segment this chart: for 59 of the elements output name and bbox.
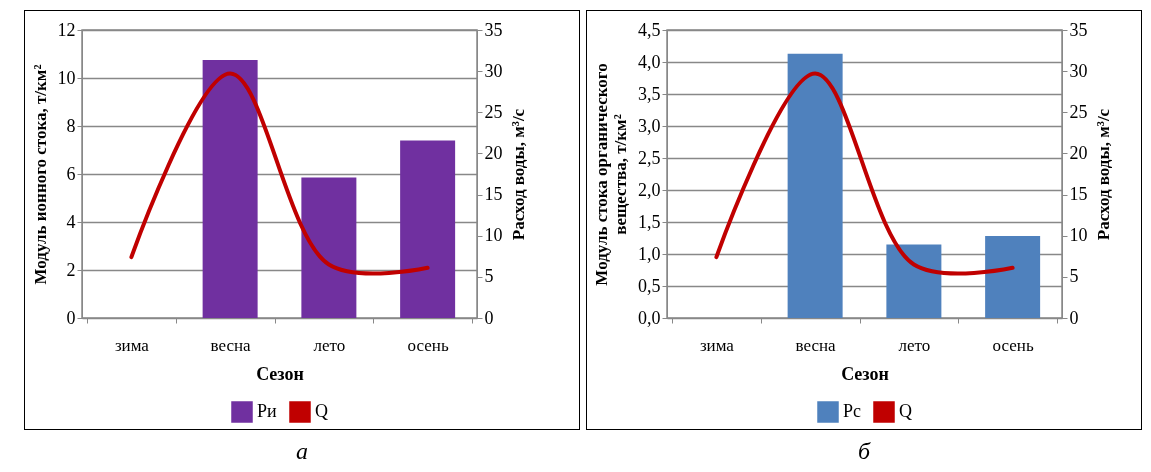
x-tick-label: весна	[795, 335, 837, 355]
y2-tick-label: 30	[484, 60, 503, 81]
y2-tick-label: 5	[1069, 266, 1079, 287]
x-tick-label: лето	[898, 335, 931, 355]
x-tick-label: осень	[407, 335, 449, 355]
y2-tick-label: 35	[1069, 19, 1088, 40]
y-tick-label: 12	[57, 19, 76, 40]
x-tick-label: весна	[210, 335, 252, 355]
bar	[202, 60, 258, 318]
y-axis-title: Модуль стока органического вещества, т/км²	[592, 63, 630, 286]
y2-tick-label: 10	[484, 225, 503, 246]
y-axis-title: Модуль ионного стока, т/км²	[30, 64, 50, 285]
x-tick-label: лето	[313, 335, 346, 355]
text: б	[857, 438, 871, 465]
y-tick-label: 1,0	[638, 243, 661, 264]
y2-tick-label: 15	[484, 184, 503, 205]
bar	[301, 177, 357, 318]
y-tick-label: 2,5	[638, 147, 661, 168]
y-tick-label: 8	[66, 115, 76, 136]
bar	[787, 53, 843, 318]
y-tick-label: 2	[66, 259, 76, 280]
y2-tick-label: 20	[1069, 142, 1088, 163]
bar	[886, 244, 942, 318]
y-tick-label: 2,0	[638, 179, 661, 200]
legend-label: Рс	[843, 401, 862, 421]
y-tick-label: 3,0	[638, 115, 661, 136]
y-tick-label: 0	[66, 307, 76, 328]
y2-tick-label: 5	[484, 266, 494, 287]
legend-label: Q	[899, 401, 912, 421]
x-axis-title: Сезон	[256, 363, 304, 384]
y2-axis-title: Расход воды, м³/с	[508, 108, 528, 241]
legend-label: Ри	[257, 401, 278, 421]
bar	[985, 236, 1041, 318]
y-tick-label: 4	[66, 211, 76, 232]
x-tick-label: осень	[992, 335, 1034, 355]
y2-tick-label: 0	[484, 307, 494, 328]
legend-label: Q	[315, 401, 328, 421]
text: а	[296, 438, 308, 465]
x-axis-title: Сезон	[841, 363, 889, 384]
x-tick-label: зима	[114, 335, 150, 355]
y2-tick-label: 35	[484, 19, 503, 40]
y2-tick-label: 30	[1069, 60, 1088, 81]
y-tick-label: 10	[57, 67, 76, 88]
y-tick-label: 4,0	[638, 51, 661, 72]
y-tick-label: 0,5	[638, 275, 661, 296]
y-tick-label: 3,5	[638, 83, 661, 104]
x-tick-label: зима	[699, 335, 735, 355]
y2-axis-title: Расход воды, м³/с	[1093, 108, 1113, 241]
y2-tick-label: 0	[1069, 307, 1079, 328]
y-tick-label: 6	[66, 163, 76, 184]
y2-tick-label: 15	[1069, 184, 1088, 205]
y2-tick-label: 20	[484, 142, 503, 163]
y-tick-label: 4,5	[638, 19, 661, 40]
bar	[400, 140, 456, 318]
y2-tick-label: 25	[1069, 101, 1088, 122]
y-tick-label: 0,0	[638, 307, 661, 328]
y2-tick-label: 10	[1069, 225, 1088, 246]
y-tick-label: 1,5	[638, 211, 661, 232]
y2-tick-label: 25	[484, 101, 503, 122]
